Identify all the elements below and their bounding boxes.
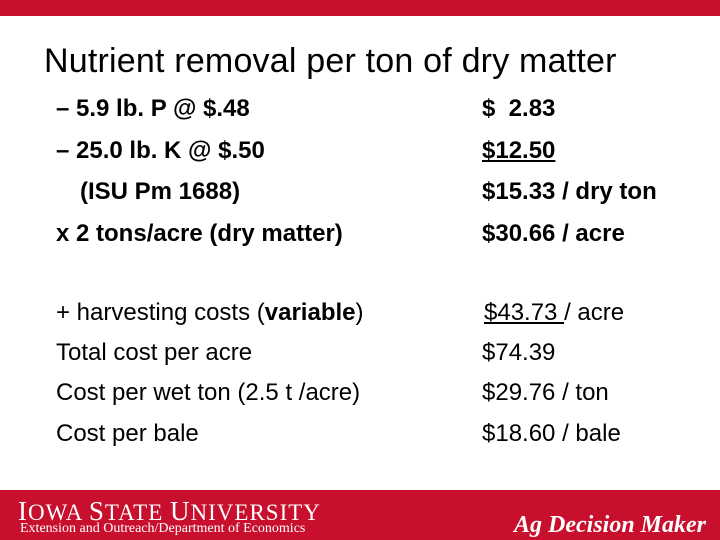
left-row-wet-ton: Cost per wet ton (2.5 t /acre) [56, 379, 361, 406]
department-label: Extension and Outreach/Department of Eco… [20, 521, 306, 536]
footer-bar [0, 490, 720, 540]
left-row-phosphorus: – 5.9 lb. P @ $.48 [56, 95, 250, 122]
right-row-per-dry-ton: $15.33 / dry ton [482, 178, 657, 205]
right-row-per-acre: $30.66 / acre [482, 220, 625, 247]
left-row-harvesting: + harvesting costs (variable) [56, 298, 364, 328]
right-row-wet-ton-value: $29.76 / ton [482, 379, 609, 406]
left-row-reference: (ISU Pm 1688) [80, 178, 241, 205]
slide-title: Nutrient removal per ton of dry matter [44, 42, 617, 80]
variable-label: variable [264, 299, 356, 326]
right-row-total-value: $74.39 [482, 339, 556, 366]
isu-wordmark: IOWA STATE UNIVERSITY [18, 496, 321, 526]
right-row-phosphorus-value: $ 2.83 [482, 95, 556, 122]
right-row-harvesting-value: $43.73 / acre [484, 298, 624, 328]
top-accent-bar [0, 0, 720, 16]
left-row-total-cost: Total cost per acre [56, 339, 253, 366]
harvesting-label: + harvesting costs ( [56, 299, 265, 326]
harvesting-close: ) [355, 299, 364, 326]
right-row-bale-value: $18.60 / bale [482, 420, 621, 447]
right-row-potassium-value: $12.50 [482, 137, 556, 164]
ag-decision-maker-logo: Ag Decision Maker [514, 512, 706, 538]
left-row-potassium: – 25.0 lb. K @ $.50 [56, 137, 265, 164]
harvesting-unit: / acre [564, 299, 625, 326]
left-row-tons-per-acre: x 2 tons/acre (dry matter) [56, 220, 343, 247]
harvesting-value: $43.73 [484, 299, 565, 326]
left-row-bale: Cost per bale [56, 420, 199, 447]
